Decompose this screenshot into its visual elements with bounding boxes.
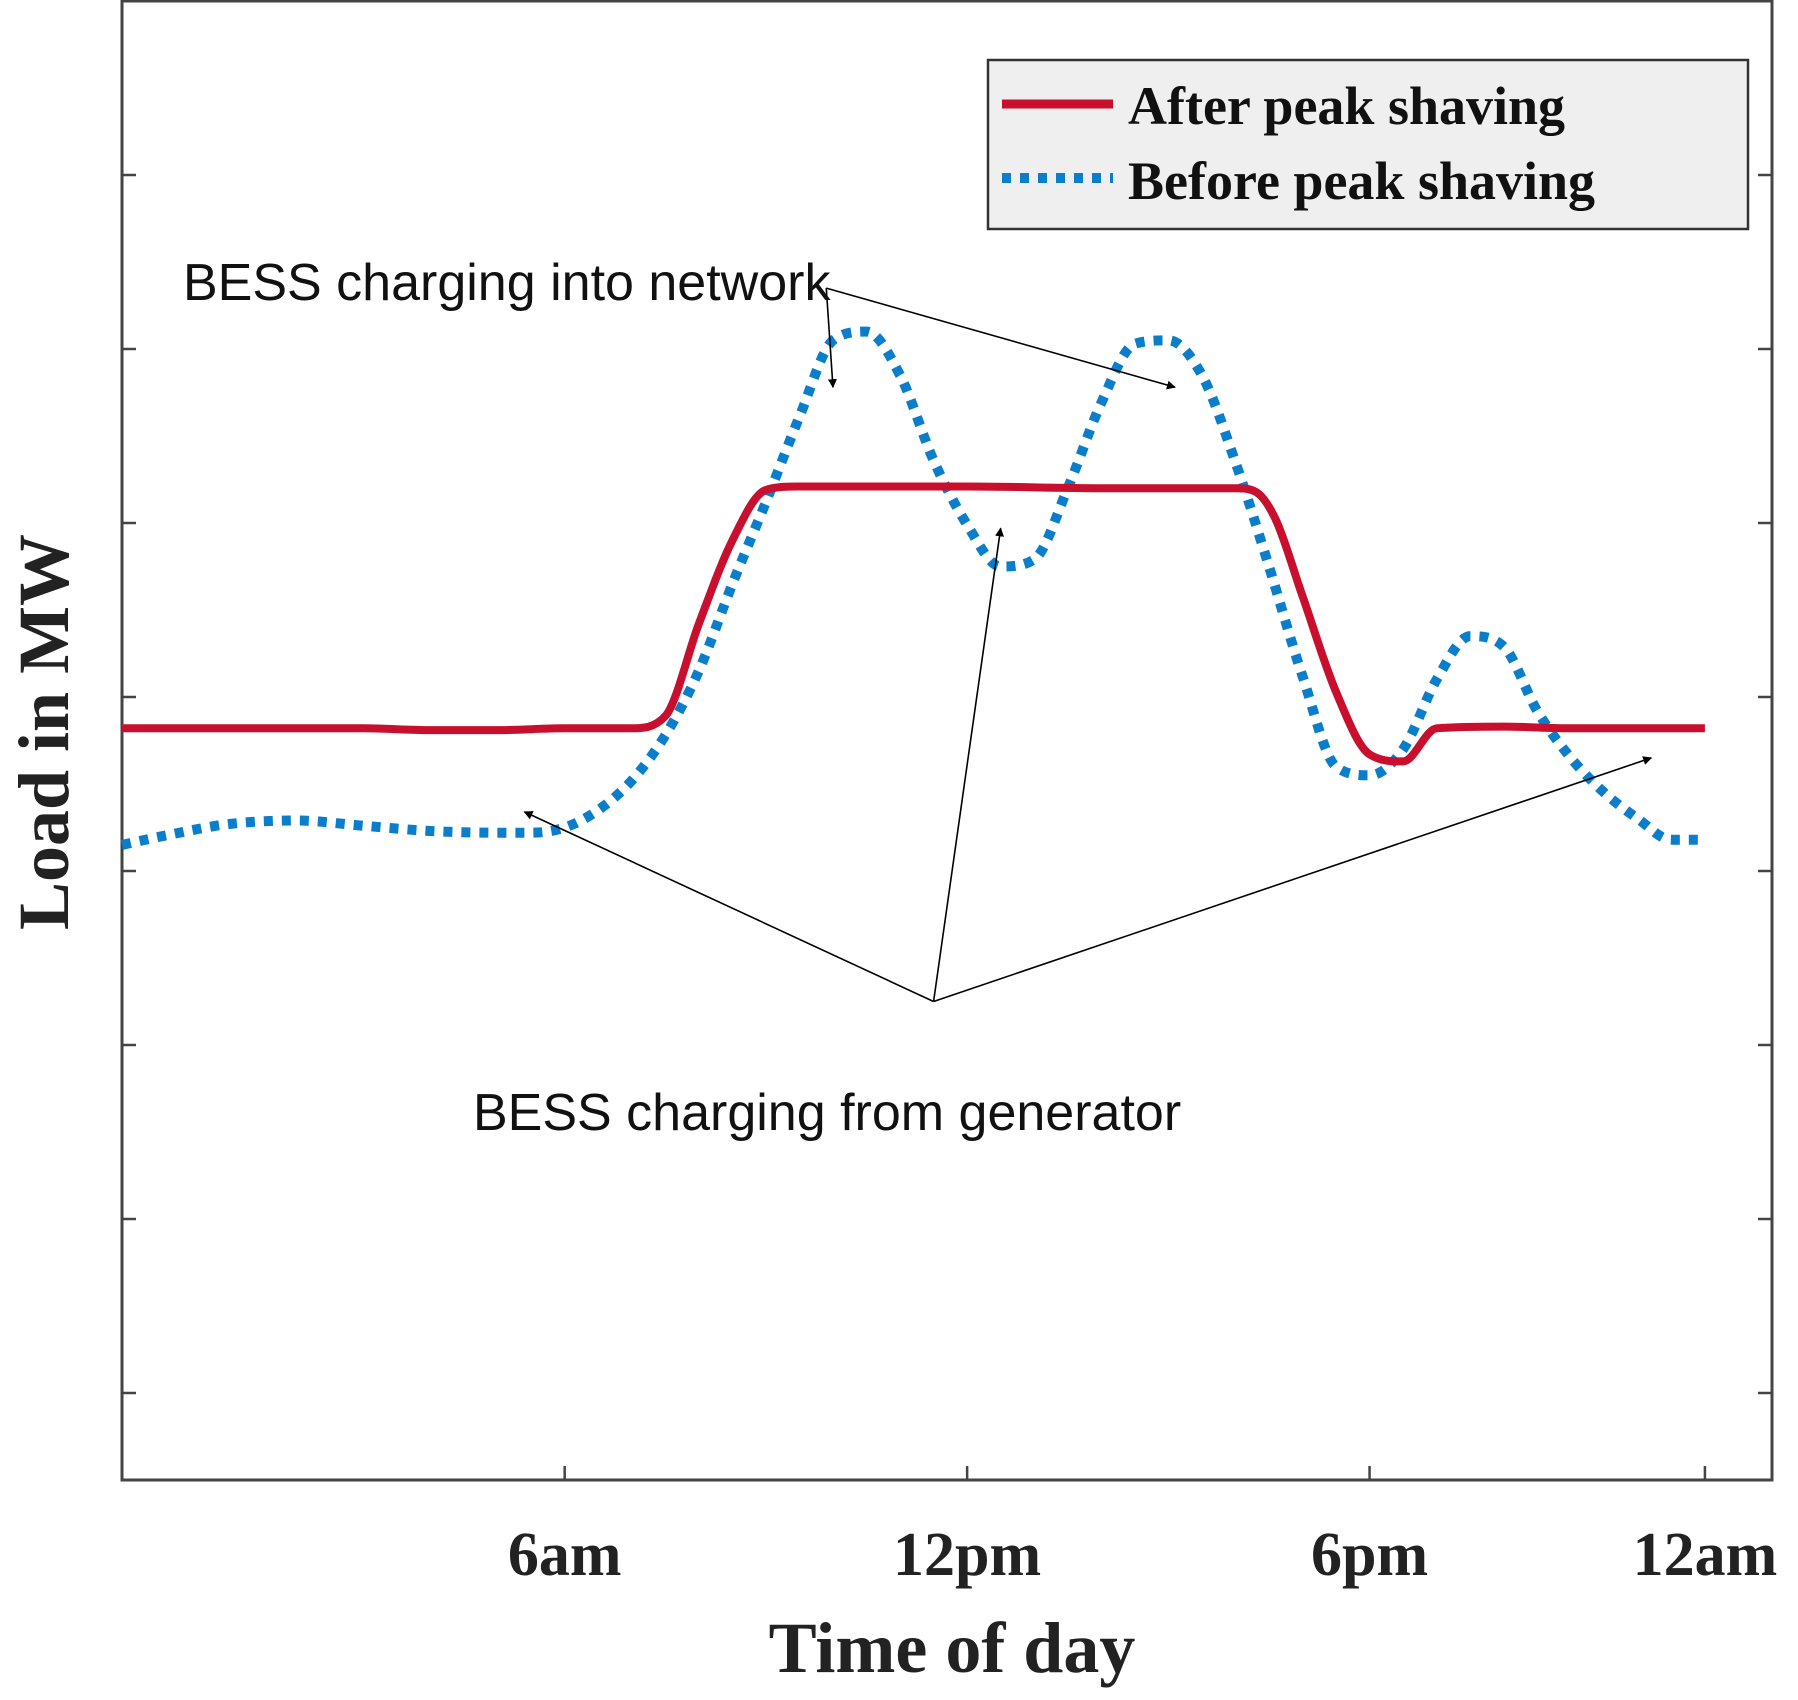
annotation-arrow-1-2 [933,756,1653,1003]
legend-label-before: Before peak shaving [1128,151,1595,211]
plot-area [120,0,1774,1482]
x-tick-label-12pm: 12pm [893,1521,1041,1589]
annotation-layer [523,287,1653,1003]
y-axis-title: Load in MW [4,534,84,930]
series-layer [120,326,1705,850]
axis-ticks [122,173,1772,1480]
x-tick-labels: 6am 12pm 6pm 12am [508,1521,1777,1589]
annotation-arrow-0-0 [825,288,837,389]
x-axis-title: Time of day [769,1608,1136,1688]
legend-box [986,58,1750,231]
series-before-peak-shaving [120,326,1705,850]
x-tick-label-6pm: 6pm [1311,1521,1428,1589]
legend: After peak shaving Before peak shaving [986,58,1750,231]
legend-label-after: After peak shaving [1128,76,1565,136]
annotation-arrow-1-0 [523,811,934,1003]
annotation-network-text: BESS charging into network [183,254,831,312]
x-tick-label-12am: 12am [1633,1521,1778,1589]
annotation-generator-text: BESS charging from generator [473,1084,1181,1142]
series-after-peak-shaving [122,482,1705,766]
annotation-arrow-1-1 [932,527,1004,1002]
x-tick-label-6am: 6am [508,1521,622,1589]
annotation-arrow-0-1 [826,287,1176,390]
